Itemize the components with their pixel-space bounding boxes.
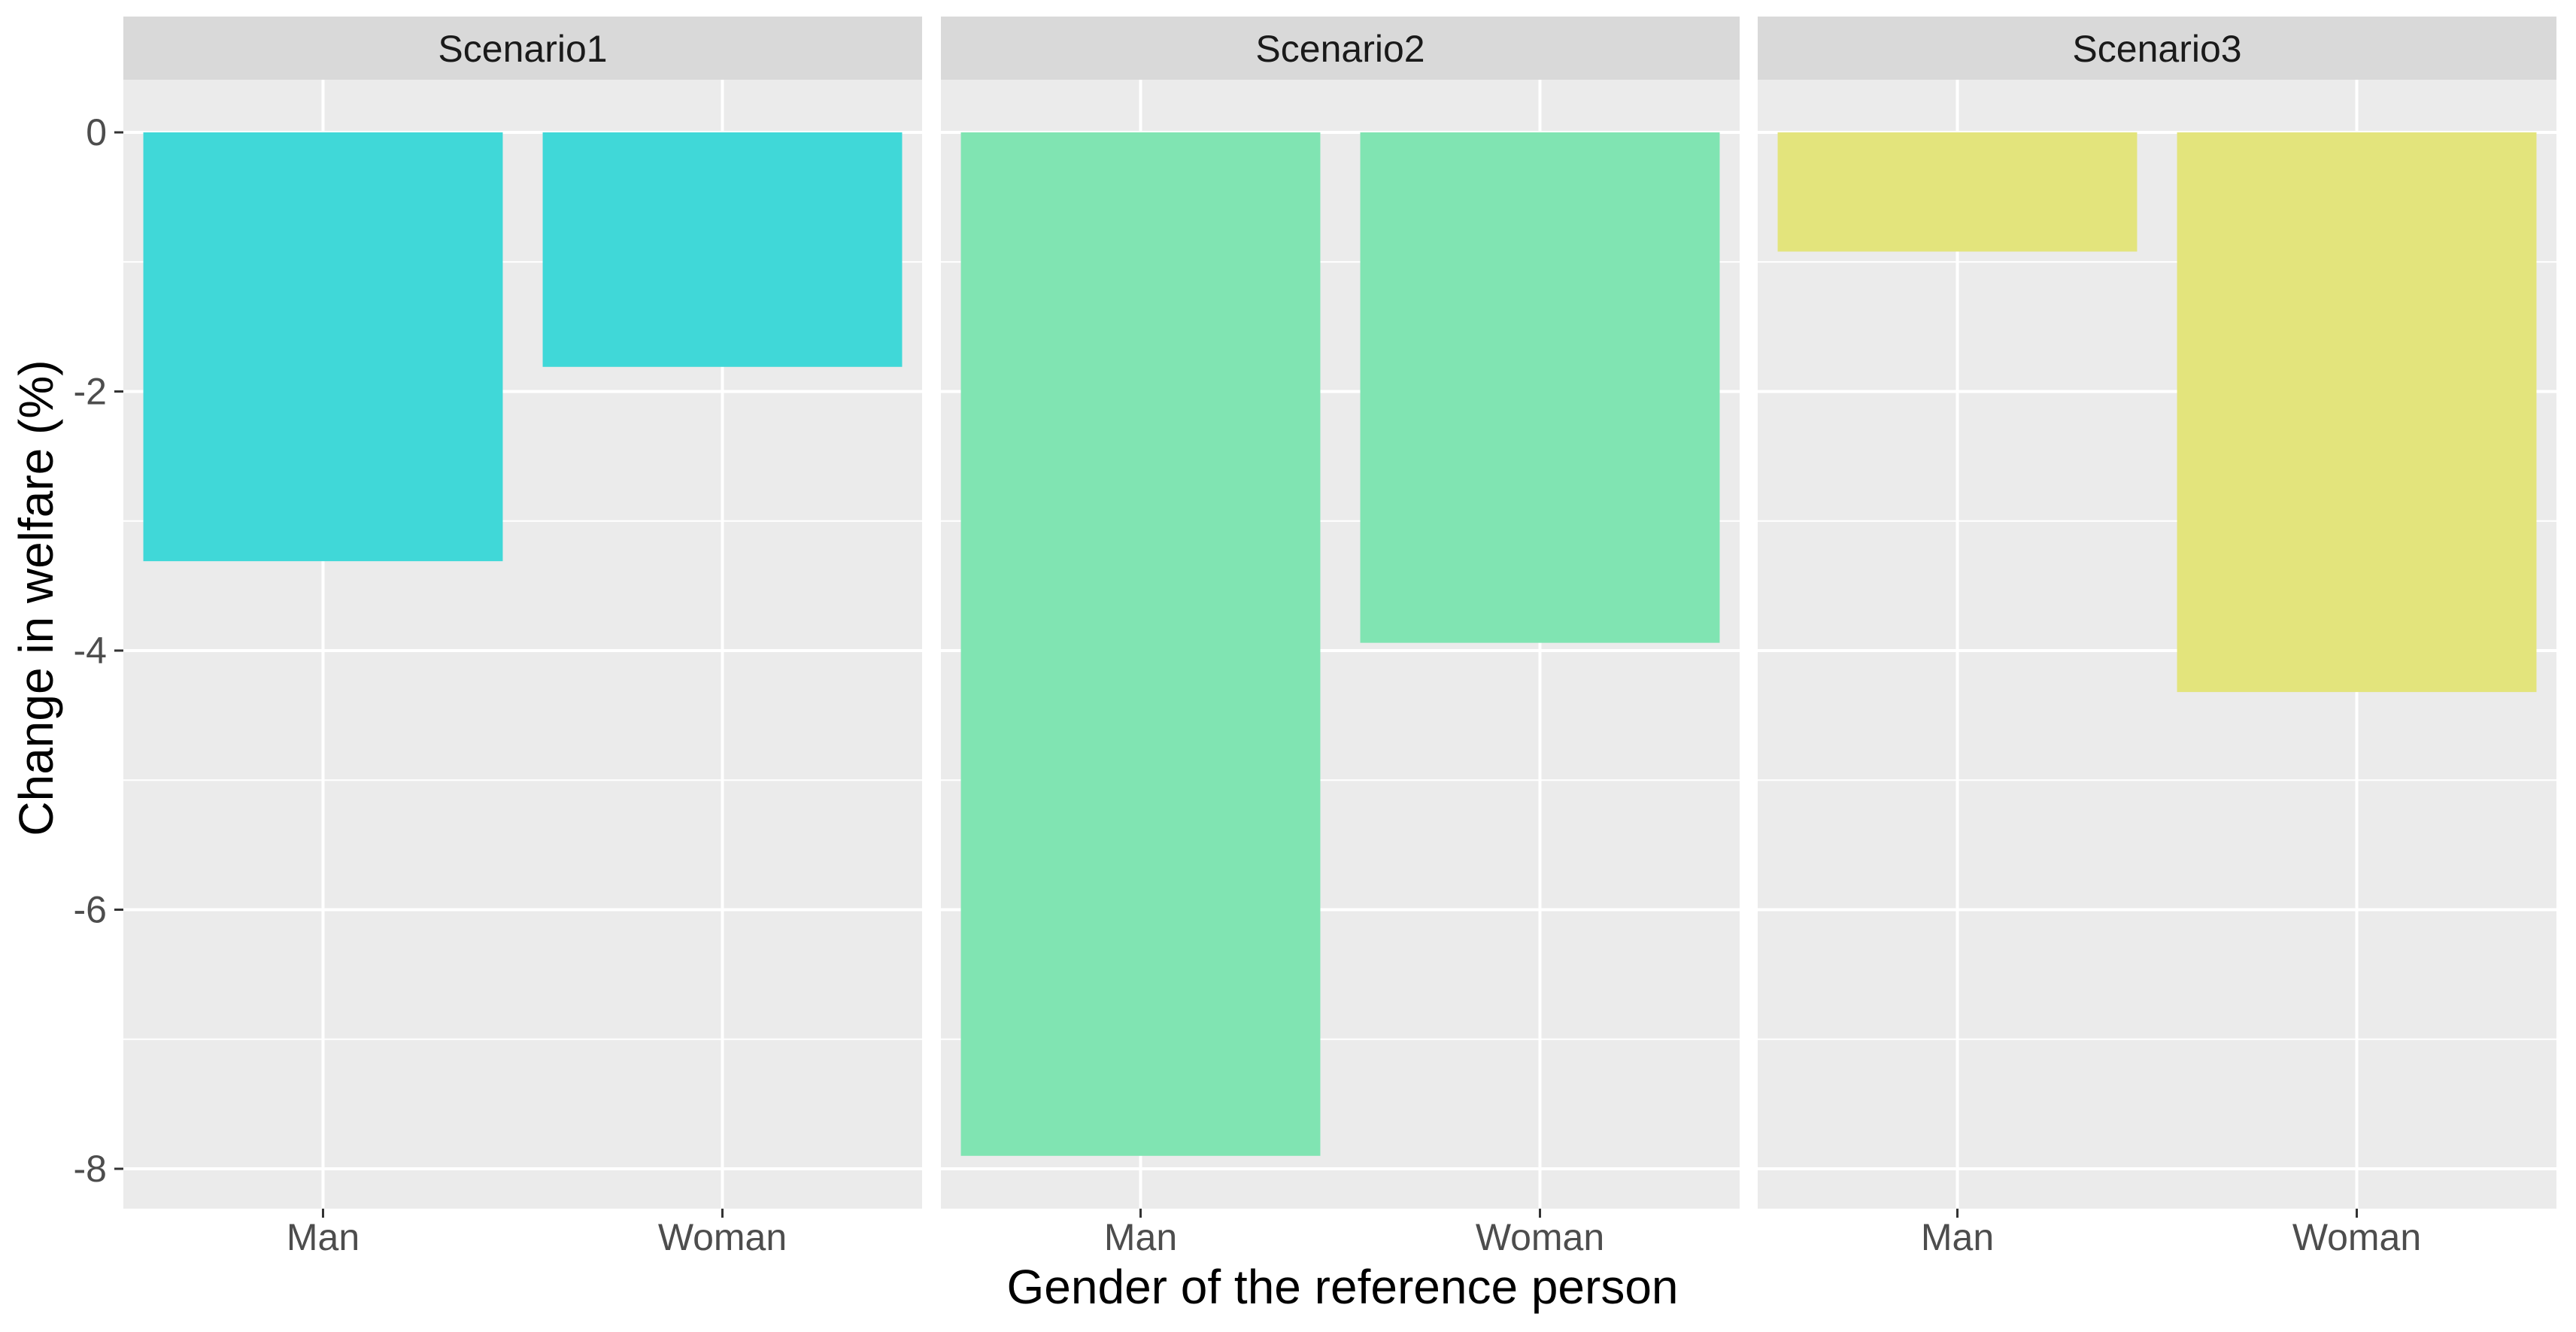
facet-strip-label: Scenario1 [438, 28, 607, 70]
bar-man [143, 132, 503, 562]
x-tick-label: Woman [658, 1216, 787, 1258]
y-tick-label: -8 [74, 1148, 107, 1190]
y-tick-label: -6 [74, 889, 107, 931]
facet-strip [941, 17, 1740, 80]
bar-man [960, 132, 1321, 1156]
facet-strip-label: Scenario2 [1255, 28, 1425, 70]
bar-man [1777, 132, 2138, 252]
y-axis: 0 -2 -4 -6 -8 [74, 111, 123, 1190]
y-tick-label: 0 [86, 111, 107, 153]
facet-strip [1758, 17, 2556, 80]
y-tick-label: -2 [74, 371, 107, 413]
x-tick-label: Woman [2292, 1216, 2421, 1258]
facet-panel-1: Scenario1 Man Woman [123, 17, 922, 1258]
y-axis-title: Change in welfare (%) [9, 360, 63, 836]
x-tick-label: Man [1921, 1216, 1994, 1258]
facet-strip-label: Scenario3 [2072, 28, 2241, 70]
x-tick-label: Woman [1476, 1216, 1604, 1258]
x-axis-title: Gender of the reference person [1007, 1260, 1679, 1314]
facet-strip [123, 17, 922, 80]
bar-woman [542, 132, 903, 367]
facet-panel-2: Scenario2 Man Woman [941, 17, 1740, 1258]
x-tick-label: Man [1104, 1216, 1177, 1258]
bar-woman [1360, 132, 1720, 643]
facet-panel-3: Scenario3 Man Woman [1758, 17, 2556, 1258]
x-tick-label: Man [287, 1216, 360, 1258]
bar-woman [2177, 132, 2537, 693]
y-tick-label: -4 [74, 630, 107, 672]
